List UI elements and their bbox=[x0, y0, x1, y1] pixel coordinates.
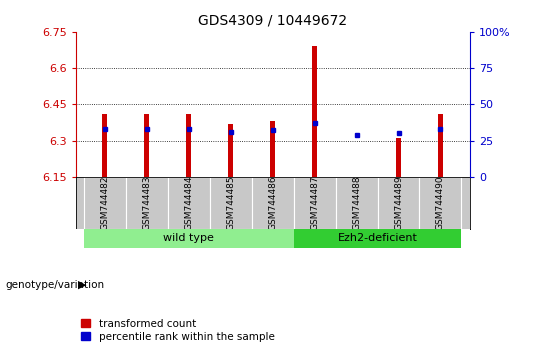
Text: GSM744487: GSM744487 bbox=[310, 176, 319, 230]
Text: GSM744483: GSM744483 bbox=[143, 176, 151, 230]
Legend: transformed count, percentile rank within the sample: transformed count, percentile rank withi… bbox=[81, 319, 274, 342]
Text: genotype/variation: genotype/variation bbox=[5, 280, 105, 290]
Bar bbox=[270, 121, 275, 177]
Bar bbox=[294, 177, 335, 229]
Text: GSM744488: GSM744488 bbox=[352, 176, 361, 230]
Text: GSM744486: GSM744486 bbox=[268, 176, 277, 230]
Bar bbox=[377, 177, 420, 229]
Text: GSM744482: GSM744482 bbox=[100, 176, 110, 230]
Bar bbox=[144, 114, 150, 177]
Text: GSM744484: GSM744484 bbox=[184, 176, 193, 230]
Bar bbox=[252, 177, 294, 229]
Text: GSM744485: GSM744485 bbox=[226, 176, 235, 230]
Text: Ezh2-deficient: Ezh2-deficient bbox=[338, 233, 417, 244]
Bar bbox=[312, 46, 317, 177]
Bar bbox=[228, 124, 233, 177]
Bar bbox=[103, 114, 107, 177]
Bar bbox=[186, 114, 191, 177]
Title: GDS4309 / 10449672: GDS4309 / 10449672 bbox=[198, 14, 347, 28]
Bar bbox=[210, 177, 252, 229]
Bar bbox=[168, 177, 210, 229]
Text: ▶: ▶ bbox=[78, 280, 87, 290]
Text: GSM744489: GSM744489 bbox=[394, 176, 403, 230]
Bar bbox=[84, 177, 126, 229]
Text: wild type: wild type bbox=[164, 233, 214, 244]
Bar bbox=[438, 114, 443, 177]
Text: GSM744490: GSM744490 bbox=[436, 176, 445, 230]
Bar bbox=[126, 177, 168, 229]
Bar bbox=[396, 138, 401, 177]
Bar bbox=[335, 177, 377, 229]
Bar bbox=[294, 229, 461, 248]
Bar bbox=[420, 177, 461, 229]
Bar bbox=[84, 229, 294, 248]
